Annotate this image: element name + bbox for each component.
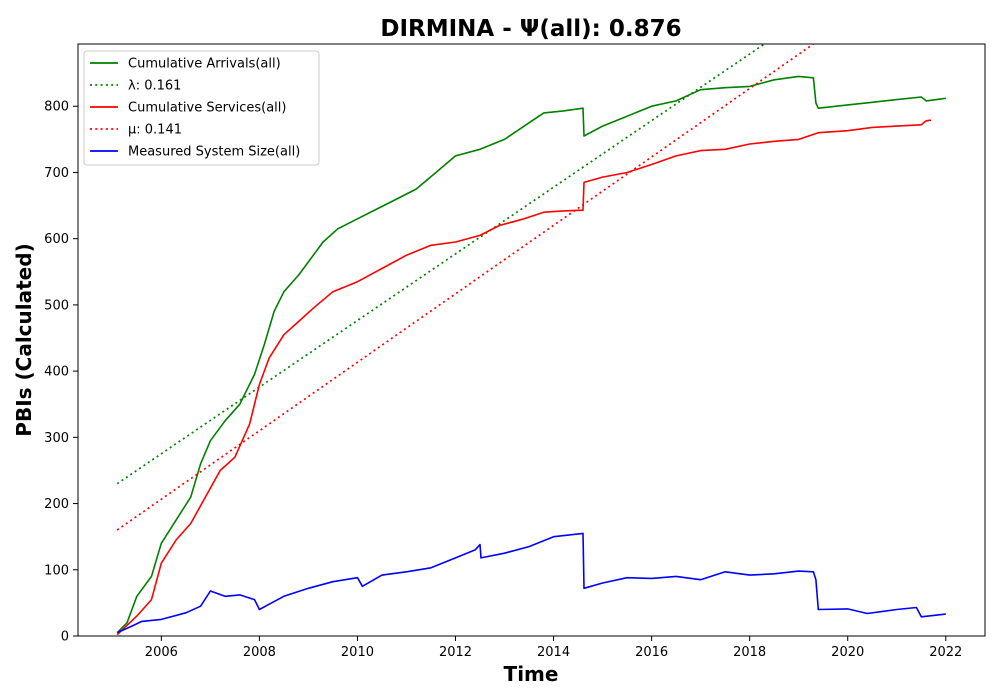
legend-box	[83, 50, 320, 166]
y-tick-label: 200	[44, 497, 69, 512]
y-tick-label: 300	[44, 431, 69, 446]
y-tick-label: 100	[44, 563, 69, 578]
y-axis-title: PBIs (Calculated)	[12, 243, 36, 436]
x-tick-label: 2020	[831, 645, 864, 660]
chart-title: DIRMINA - Ψ(all): 0.876	[380, 16, 681, 42]
y-axis: 0 100 200 300 400 500 600 700 800	[44, 100, 78, 645]
x-tick-label: 2006	[145, 645, 178, 660]
legend-label-4: Measured System Size(all)	[128, 145, 300, 160]
x-tick-label: 2022	[929, 645, 962, 660]
x-tick-label: 2008	[243, 645, 276, 660]
y-tick-label: 800	[44, 100, 69, 115]
plot-frame	[77, 43, 986, 637]
x-tick-label: 2018	[733, 645, 766, 660]
x-axis: 2006 2008 2010 2012 2014 2016 2018 2020 2022	[145, 636, 962, 660]
y-tick-label: 0	[61, 630, 69, 645]
legend-label-2: Cumulative Services(all)	[128, 101, 286, 116]
legend: Cumulative Arrivals(all) λ: 0.161 Cumulati…	[83, 50, 320, 166]
series-line-4	[116, 532, 946, 634]
series-line-3	[116, 44, 814, 531]
x-tick-label: 2012	[439, 645, 472, 660]
legend-label-3: μ: 0.141	[128, 123, 182, 138]
legend-label-0: Cumulative Arrivals(all)	[128, 57, 281, 72]
series-layer	[116, 44, 946, 636]
y-tick-label: 400	[44, 365, 69, 380]
series-line-0	[116, 75, 946, 634]
series-line-1	[116, 44, 765, 485]
x-tick-label: 2014	[537, 645, 570, 660]
x-tick-label: 2016	[635, 645, 668, 660]
y-tick-label: 600	[44, 232, 69, 247]
series-line-2	[116, 119, 932, 636]
x-tick-label: 2010	[341, 645, 374, 660]
x-axis-title: Time	[504, 662, 559, 686]
y-tick-label: 700	[44, 166, 69, 181]
legend-label-1: λ: 0.161	[128, 79, 181, 94]
y-tick-label: 500	[44, 298, 69, 313]
